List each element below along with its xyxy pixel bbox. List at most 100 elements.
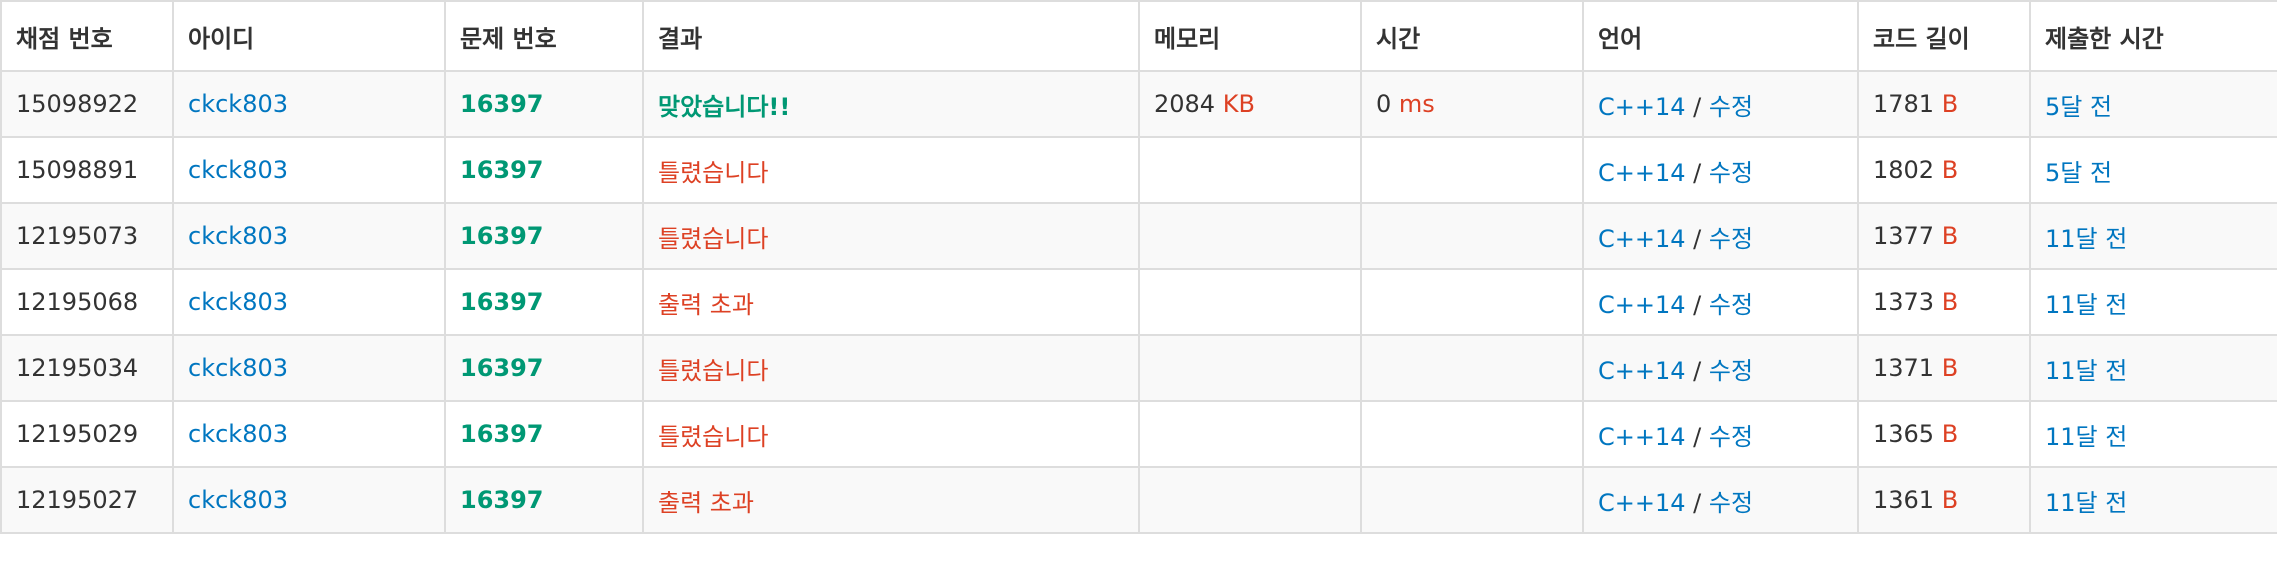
code-length-cell: 1373 B (1857, 268, 2031, 336)
result-text: 틀렸습니다 (658, 158, 769, 187)
language-separator: / (1693, 158, 1702, 187)
language-link[interactable]: C++14 (1598, 488, 1686, 517)
problem-link[interactable]: 16397 (460, 222, 544, 250)
col-header-submitted-at: 제출한 시간 (2029, 0, 2277, 72)
edit-link[interactable]: 수정 (1708, 356, 1754, 385)
edit-link[interactable]: 수정 (1708, 422, 1754, 451)
code-length-value: 1361 (1873, 486, 1935, 514)
problem-link[interactable]: 16397 (460, 420, 544, 448)
user-cell: ckck803 (172, 334, 446, 402)
language-separator: / (1693, 92, 1702, 121)
submitted-at-link[interactable]: 11달 전 (2045, 290, 2128, 319)
submitted-at-link[interactable]: 11달 전 (2045, 488, 2128, 517)
user-link[interactable]: ckck803 (188, 90, 288, 118)
submitted-at-link[interactable]: 5달 전 (2045, 158, 2113, 187)
language-link[interactable]: C++14 (1598, 92, 1686, 121)
submitted-at-cell: 11달 전 (2029, 466, 2277, 534)
memory-unit: KB (1222, 90, 1255, 118)
submitted-at-cell: 5달 전 (2029, 136, 2277, 204)
code-length-value: 1373 (1873, 288, 1935, 316)
code-length-unit: B (1941, 156, 1959, 184)
status-table: 채점 번호 아이디 문제 번호 결과 메모리 시간 언어 코드 길이 제출한 시… (0, 0, 2277, 534)
language-cell: C++14 / 수정 (1582, 334, 1859, 402)
memory-cell: 2084 KB (1138, 70, 1362, 138)
submission-id-text: 12195027 (16, 486, 139, 514)
submitted-at-cell: 11달 전 (2029, 202, 2277, 270)
submission-id: 12195029 (0, 400, 174, 468)
problem-link[interactable]: 16397 (460, 486, 544, 514)
table-row: 15098922 ckck803 16397 맞았습니다!! 2084 KB 0… (0, 70, 2277, 138)
problem-cell: 16397 (444, 70, 644, 138)
time-cell (1360, 136, 1584, 204)
code-length-cell: 1371 B (1857, 334, 2031, 402)
code-length-unit: B (1941, 222, 1959, 250)
user-link[interactable]: ckck803 (188, 420, 288, 448)
result-cell: 틀렸습니다 (642, 400, 1140, 468)
user-link[interactable]: ckck803 (188, 222, 288, 250)
user-link[interactable]: ckck803 (188, 486, 288, 514)
result-cell: 맞았습니다!! (642, 70, 1140, 138)
submitted-at-cell: 11달 전 (2029, 400, 2277, 468)
edit-link[interactable]: 수정 (1708, 224, 1754, 253)
code-length-cell: 1802 B (1857, 136, 2031, 204)
edit-link[interactable]: 수정 (1708, 92, 1754, 121)
language-cell: C++14 / 수정 (1582, 268, 1859, 336)
result-text: 틀렸습니다 (658, 422, 769, 451)
user-cell: ckck803 (172, 70, 446, 138)
problem-link[interactable]: 16397 (460, 288, 544, 316)
problem-cell: 16397 (444, 136, 644, 204)
language-cell: C++14 / 수정 (1582, 202, 1859, 270)
table-row: 12195034 ckck803 16397 틀렸습니다 C++14 / 수정 … (0, 334, 2277, 402)
header-row: 채점 번호 아이디 문제 번호 결과 메모리 시간 언어 코드 길이 제출한 시… (0, 0, 2277, 72)
problem-cell: 16397 (444, 268, 644, 336)
memory-cell (1138, 400, 1362, 468)
submitted-at-link[interactable]: 11달 전 (2045, 356, 2128, 385)
submission-id: 12195073 (0, 202, 174, 270)
code-length-unit: B (1941, 288, 1959, 316)
user-cell: ckck803 (172, 136, 446, 204)
result-cell: 틀렸습니다 (642, 202, 1140, 270)
user-link[interactable]: ckck803 (188, 288, 288, 316)
language-separator: / (1693, 488, 1702, 517)
user-link[interactable]: ckck803 (188, 156, 288, 184)
time-cell: 0 ms (1360, 70, 1584, 138)
time-cell (1360, 466, 1584, 534)
language-link[interactable]: C++14 (1598, 158, 1686, 187)
user-cell: ckck803 (172, 466, 446, 534)
submitted-at-link[interactable]: 11달 전 (2045, 422, 2128, 451)
code-length-cell: 1377 B (1857, 202, 2031, 270)
edit-link[interactable]: 수정 (1708, 290, 1754, 319)
code-length-value: 1365 (1873, 420, 1935, 448)
result-text: 출력 초과 (658, 488, 754, 517)
time-unit: ms (1398, 90, 1435, 118)
problem-cell: 16397 (444, 466, 644, 534)
memory-cell (1138, 268, 1362, 336)
problem-link[interactable]: 16397 (460, 354, 544, 382)
language-link[interactable]: C++14 (1598, 422, 1686, 451)
submitted-at-link[interactable]: 5달 전 (2045, 92, 2113, 121)
problem-link[interactable]: 16397 (460, 156, 544, 184)
edit-link[interactable]: 수정 (1708, 158, 1754, 187)
language-separator: / (1693, 422, 1702, 451)
language-link[interactable]: C++14 (1598, 290, 1686, 319)
table-row: 15098891 ckck803 16397 틀렸습니다 C++14 / 수정 … (0, 136, 2277, 204)
submission-id-text: 12195029 (16, 420, 139, 448)
table-row: 12195073 ckck803 16397 틀렸습니다 C++14 / 수정 … (0, 202, 2277, 270)
language-link[interactable]: C++14 (1598, 356, 1686, 385)
code-length-unit: B (1941, 90, 1959, 118)
submitted-at-link[interactable]: 11달 전 (2045, 224, 2128, 253)
result-cell: 틀렸습니다 (642, 136, 1140, 204)
code-length-value: 1371 (1873, 354, 1935, 382)
language-separator: / (1693, 290, 1702, 319)
memory-cell (1138, 466, 1362, 534)
user-link[interactable]: ckck803 (188, 354, 288, 382)
language-cell: C++14 / 수정 (1582, 70, 1859, 138)
problem-cell: 16397 (444, 202, 644, 270)
edit-link[interactable]: 수정 (1708, 488, 1754, 517)
language-link[interactable]: C++14 (1598, 224, 1686, 253)
col-header-code-length: 코드 길이 (1857, 0, 2031, 72)
submitted-at-cell: 11달 전 (2029, 334, 2277, 402)
code-length-unit: B (1941, 420, 1959, 448)
result-text: 틀렸습니다 (658, 224, 769, 253)
problem-link[interactable]: 16397 (460, 90, 544, 118)
